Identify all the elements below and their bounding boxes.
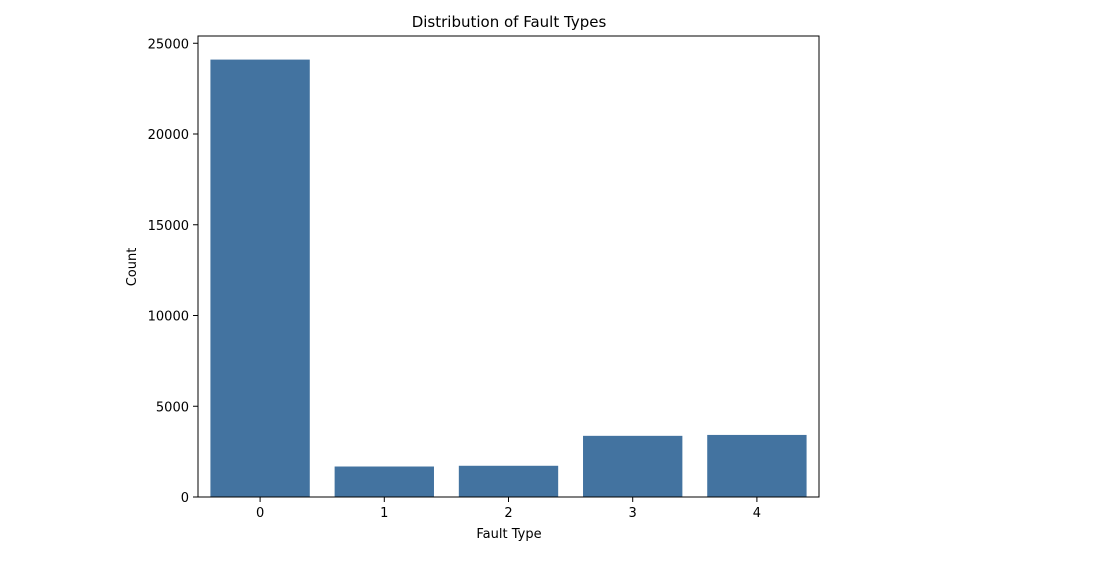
y-tick-label: 10000 — [148, 310, 189, 325]
chart-title: Distribution of Fault Types — [412, 13, 607, 31]
bars-layer — [210, 59, 807, 498]
x-tick-label: 0 — [256, 506, 264, 521]
x-tick-label: 3 — [629, 506, 637, 521]
y-tick-label: 15000 — [148, 219, 189, 234]
bar-4 — [707, 434, 807, 497]
y-tick-label: 5000 — [156, 400, 189, 415]
y-tick-label: 20000 — [148, 128, 189, 143]
y-axis: 0 5000 10000 15000 20000 25000 — [148, 37, 198, 506]
x-axis-label: Fault Type — [476, 527, 541, 542]
bar-3 — [583, 435, 683, 497]
x-tick-label: 4 — [753, 506, 761, 521]
y-axis-label: Count — [125, 248, 140, 287]
y-tick-label: 0 — [181, 491, 189, 506]
x-tick-label: 1 — [380, 506, 388, 521]
y-tick-label: 25000 — [148, 37, 189, 52]
bar-0 — [210, 59, 310, 498]
x-tick-label: 2 — [504, 506, 512, 521]
bar-1 — [334, 466, 434, 497]
x-axis: 0 1 2 3 4 — [256, 497, 761, 521]
bar-2 — [458, 465, 559, 497]
